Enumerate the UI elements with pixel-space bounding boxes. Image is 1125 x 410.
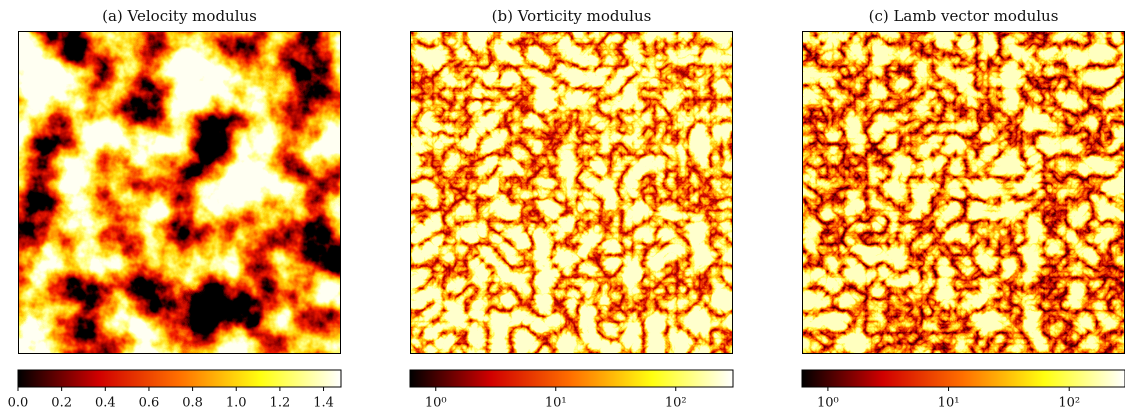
colorbar bbox=[17, 369, 342, 388]
colorbar-tick-label: 1.2 bbox=[270, 396, 291, 410]
colorbar-tick-label: 10¹ bbox=[545, 396, 567, 410]
colorbar-tick-label: 1.0 bbox=[226, 396, 247, 410]
field-image bbox=[18, 31, 341, 354]
panel-title: (b) Vorticity modulus bbox=[492, 7, 652, 25]
colorbar-tick-label: 10² bbox=[665, 396, 687, 410]
colorbar-tick-label: 1.4 bbox=[313, 396, 334, 410]
colorbar-tick-label: 10¹ bbox=[938, 396, 960, 410]
field-image bbox=[802, 31, 1125, 354]
colorbar bbox=[801, 369, 1125, 388]
colorbar-tick-label: 0.4 bbox=[95, 396, 116, 410]
colorbar-tick-label: 10⁰ bbox=[817, 396, 839, 410]
panel-title: (c) Lamb vector modulus bbox=[869, 7, 1059, 25]
colorbar-tick-label: 0.0 bbox=[8, 396, 29, 410]
field-image bbox=[410, 31, 733, 354]
colorbar-tick-label: 0.6 bbox=[139, 396, 160, 410]
colorbar-tick-label: 0.8 bbox=[182, 396, 203, 410]
colorbar-tick-label: 10² bbox=[1058, 396, 1080, 410]
colorbar-tick-label: 10⁰ bbox=[425, 396, 447, 410]
panel-title: (a) Velocity modulus bbox=[102, 7, 257, 25]
panel-frame bbox=[410, 31, 733, 354]
colorbar bbox=[409, 369, 734, 388]
panel-frame bbox=[18, 31, 341, 354]
colorbar-tick-label: 0.2 bbox=[51, 396, 72, 410]
